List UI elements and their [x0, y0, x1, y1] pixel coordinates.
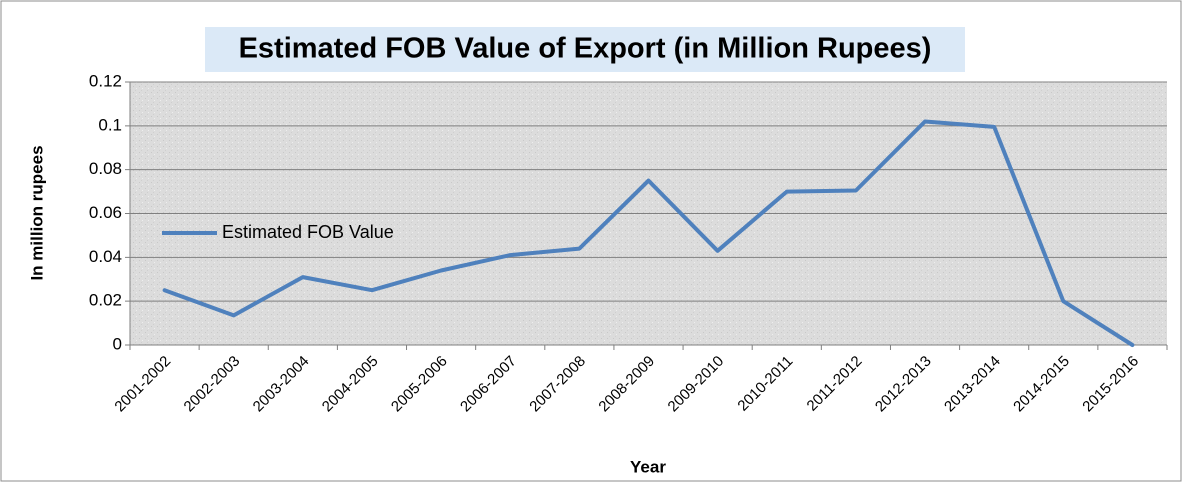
- y-tick-label: 0.02: [89, 291, 122, 310]
- y-axis-label: In million rupees: [27, 145, 46, 280]
- y-tick-label: 0.1: [98, 115, 122, 134]
- y-tick-label: 0.06: [89, 203, 122, 222]
- line-series: [162, 119, 1135, 347]
- legend-label: Estimated FOB Value: [222, 222, 394, 242]
- y-tick-label: 0.08: [89, 159, 122, 178]
- title-box: [205, 27, 965, 72]
- y-tick-label: 0: [113, 334, 122, 353]
- y-tick-label: 0.04: [89, 247, 122, 266]
- x-axis-label: Year: [630, 457, 666, 476]
- chart-title: Estimated FOB Value of Export (in Millio…: [239, 33, 932, 65]
- y-tick-label: 0.12: [89, 71, 122, 90]
